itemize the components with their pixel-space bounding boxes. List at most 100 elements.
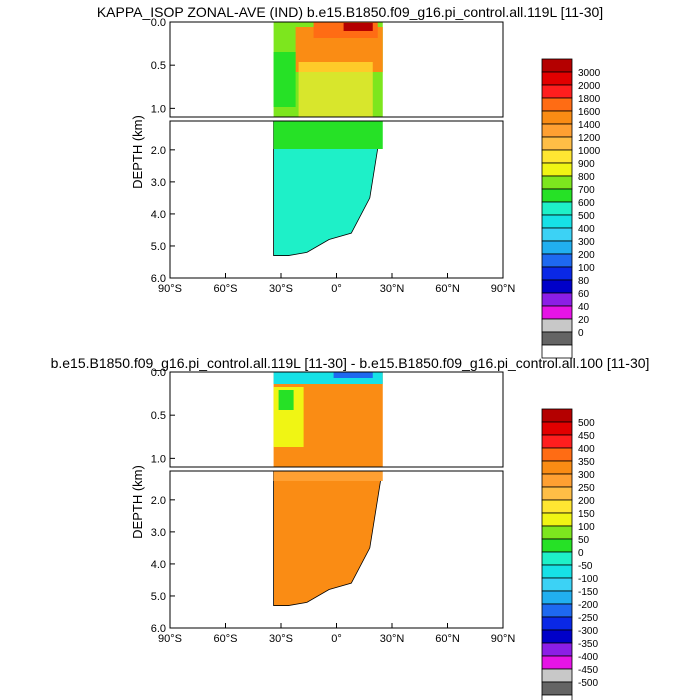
colorbar-swatch xyxy=(541,486,573,501)
colorbar-label: 0 xyxy=(578,548,584,559)
colorbar-label: 60 xyxy=(578,289,590,300)
colorbar-label: 400 xyxy=(578,444,595,455)
colorbar-swatch xyxy=(541,694,573,700)
colorbar-swatch xyxy=(541,266,573,281)
colorbar-swatch xyxy=(541,201,573,216)
frame-upper xyxy=(169,21,504,118)
colorbar-label: -250 xyxy=(578,613,598,624)
colorbar-label: -300 xyxy=(578,626,598,637)
colorbar-swatch xyxy=(541,603,573,618)
colorbar-swatch xyxy=(541,162,573,177)
region-min xyxy=(278,390,294,410)
region-transition xyxy=(273,121,383,149)
y-tick-label: 1.0 xyxy=(151,453,166,465)
field-lower xyxy=(273,471,384,606)
colorbar-label: 500 xyxy=(578,418,595,429)
colorbar-label: 300 xyxy=(578,237,595,248)
colorbar-swatch xyxy=(541,447,573,462)
colorbar-swatch xyxy=(541,175,573,190)
colorbar-label: 1200 xyxy=(578,133,601,144)
x-tick-label: 60°S xyxy=(214,283,238,295)
region-surface-min xyxy=(333,372,373,378)
y-tick-label: 5.0 xyxy=(151,241,166,253)
colorbar-label: -450 xyxy=(578,665,598,676)
x-tick-label: 30°N xyxy=(380,633,405,645)
colorbar-label: 1400 xyxy=(578,120,601,131)
colorbar-swatch xyxy=(541,668,573,683)
colorbar-label: 800 xyxy=(578,172,595,183)
colorbar-swatch xyxy=(541,616,573,631)
colorbar-swatch xyxy=(541,240,573,255)
colorbar-label: 700 xyxy=(578,185,595,196)
colorbar: 500450400350300250200150100500-50-100-15… xyxy=(541,408,598,700)
x-tick-label: 60°N xyxy=(435,283,460,295)
colorbar-label: 1000 xyxy=(578,146,601,157)
colorbar-swatch xyxy=(541,292,573,307)
colorbar-label: -350 xyxy=(578,639,598,650)
x-tick-label: 30°S xyxy=(269,633,293,645)
colorbar-swatch xyxy=(541,318,573,333)
colorbar-swatch xyxy=(541,214,573,229)
colorbar-swatch xyxy=(541,71,573,86)
colorbar-label: 300 xyxy=(578,470,595,481)
y-tick-label: 2.0 xyxy=(151,495,166,507)
region-max xyxy=(343,23,373,31)
x-tick-label: 90°N xyxy=(491,283,516,295)
region-mid xyxy=(273,52,296,107)
colorbar-swatch xyxy=(541,331,573,346)
colorbar-label: 100 xyxy=(578,522,595,533)
colorbar-swatch xyxy=(541,460,573,475)
colorbar-swatch xyxy=(541,84,573,99)
colorbar-label: 100 xyxy=(578,263,595,274)
colorbar-swatch xyxy=(541,590,573,605)
colorbar-label: 450 xyxy=(578,431,595,442)
x-tick-label: 90°S xyxy=(158,283,182,295)
colorbar-label: -500 xyxy=(578,678,598,689)
chart-title: KAPPA_ISOP ZONAL-AVE (IND) b.e15.B1850.f… xyxy=(97,4,603,20)
y-tick-label: 6.0 xyxy=(151,273,166,285)
colorbar-swatch xyxy=(541,525,573,540)
field-upper xyxy=(273,372,383,467)
colorbar-label: -100 xyxy=(578,574,598,585)
x-tick-label: 0° xyxy=(331,633,342,645)
x-tick-label: 30°N xyxy=(380,283,405,295)
colorbar-swatch xyxy=(541,577,573,592)
colorbar-swatch xyxy=(541,655,573,670)
colorbar-label: 200 xyxy=(578,250,595,261)
y-tick-label: 0.0 xyxy=(151,17,166,29)
colorbar-swatch xyxy=(541,279,573,294)
field-upper xyxy=(273,22,383,117)
colorbar-swatch xyxy=(541,408,573,423)
y-tick-label: 6.0 xyxy=(151,623,166,635)
colorbar-label: 900 xyxy=(578,159,595,170)
colorbar-swatch xyxy=(541,149,573,164)
y-tick-label: 3.0 xyxy=(151,177,166,189)
colorbar-swatch xyxy=(541,681,573,696)
colorbar-swatch xyxy=(541,136,573,151)
colorbar-swatch xyxy=(541,538,573,553)
colorbar-label: 350 xyxy=(578,457,595,468)
colorbar-swatch xyxy=(541,344,573,359)
colorbar-swatch xyxy=(541,58,573,73)
y-tick-label: 1.0 xyxy=(151,103,166,115)
colorbar-label: 600 xyxy=(578,198,595,209)
colorbar-label: 500 xyxy=(578,211,595,222)
frame-upper xyxy=(169,371,504,468)
field-lower xyxy=(273,121,384,256)
x-tick-label: 90°N xyxy=(491,633,516,645)
colorbar-swatch xyxy=(541,551,573,566)
colorbar-label: 1800 xyxy=(578,94,601,105)
colorbar-label: -400 xyxy=(578,652,598,663)
x-tick-label: 0° xyxy=(331,283,342,295)
colorbar-swatch xyxy=(541,499,573,514)
y-tick-label: 2.0 xyxy=(151,145,166,157)
x-tick-label: 30°S xyxy=(269,283,293,295)
y-axis-label: DEPTH (km) xyxy=(130,465,145,539)
colorbar: 3000200018001600140012001000900800700600… xyxy=(541,58,601,359)
colorbar-swatch xyxy=(541,642,573,657)
colorbar-swatch xyxy=(541,253,573,268)
colorbar-label: 20 xyxy=(578,315,590,326)
colorbar-swatch xyxy=(541,305,573,320)
colorbar-label: 50 xyxy=(578,535,590,546)
